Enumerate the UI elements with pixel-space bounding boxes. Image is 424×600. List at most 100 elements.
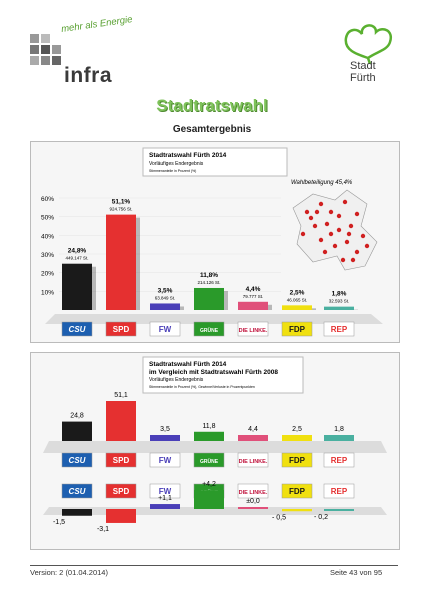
map-dot <box>314 209 320 215</box>
map-dot <box>318 237 324 243</box>
bar <box>62 421 92 441</box>
change-bar <box>282 509 312 512</box>
map-dot <box>328 209 334 215</box>
count-label: 63.849 St. <box>155 295 176 300</box>
party-logo-change-box <box>61 483 93 499</box>
map-dot <box>324 221 330 227</box>
count-label: 32.593 St. <box>329 299 350 304</box>
y-tick-label: 20% <box>41 271 54 278</box>
bar <box>106 214 136 310</box>
chart-subtitle: Vorläufiges Endergebnis <box>149 161 204 167</box>
data-label: 4,4% <box>246 286 261 293</box>
party-logo-box <box>193 452 225 468</box>
change-label: +1,1 <box>158 495 172 502</box>
data-label: 11,8% <box>200 272 218 279</box>
map-dot <box>346 231 352 237</box>
chart-note: Stimmenanteile in Prozent (%), Gewinne/V… <box>149 385 255 389</box>
data-label: 2,5% <box>290 289 305 296</box>
turnout-label: Wahlbeteiligung 45,4% <box>291 180 353 186</box>
change-bar <box>106 509 136 523</box>
party-logo-text: CSU <box>69 325 86 334</box>
change-bar <box>324 509 354 511</box>
data-label: 2,5 <box>292 426 302 433</box>
bar <box>150 435 180 441</box>
change-bar <box>150 504 180 509</box>
y-tick-label: 60% <box>41 196 54 203</box>
bar <box>150 303 180 310</box>
party-logo-text: GRÜNE <box>200 458 219 465</box>
party-logo-text: REP <box>331 456 348 465</box>
data-label: 4,4 <box>248 426 258 433</box>
map-dot <box>364 243 370 249</box>
y-tick-label: 40% <box>41 233 54 240</box>
party-logo-change-text: FDP <box>289 487 306 496</box>
change-bar <box>62 509 92 516</box>
change-label: -3,1 <box>97 526 109 533</box>
party-logo-text: DIE LINKE. <box>239 459 268 465</box>
city-line-1: Stadt <box>350 60 376 72</box>
count-label: 214.126 St. <box>197 280 220 285</box>
bar-shadow <box>312 308 316 310</box>
count-label: 924.756 St. <box>109 207 132 212</box>
chart-title-box <box>142 147 288 177</box>
y-tick-label: 30% <box>41 252 54 259</box>
bar <box>282 435 312 441</box>
map-dot <box>312 223 318 229</box>
data-label: 51,1% <box>112 199 131 206</box>
map-dot <box>342 199 348 205</box>
data-label: 1,8% <box>332 291 347 298</box>
y-tick-label: 50% <box>41 215 54 222</box>
party-logo-box <box>105 321 137 337</box>
city-logo-text: Stadt Fürth <box>350 60 376 84</box>
party-logo-box <box>61 452 93 468</box>
map-dot <box>360 233 366 239</box>
data-label: 24,8% <box>68 248 87 255</box>
change-label: -1,5 <box>53 519 65 526</box>
party-logo-box <box>61 321 93 337</box>
chart-title-box <box>142 356 304 394</box>
bar-shadow <box>224 290 228 310</box>
map-dot <box>344 239 350 245</box>
party-logo-change-box <box>281 483 313 499</box>
chart-floor <box>43 441 387 453</box>
map-dot <box>350 257 356 263</box>
party-logo-change-box <box>149 483 181 499</box>
party-logo-text: REP <box>331 325 348 334</box>
chart-note: Stimmenanteile in Prozent (%) <box>149 169 196 173</box>
y-tick-label: 10% <box>41 289 54 296</box>
party-logo-box <box>281 452 313 468</box>
data-label: 11,8 <box>202 423 215 430</box>
map-dot <box>340 257 346 263</box>
count-label: 79.777 St. <box>243 294 264 299</box>
tagline: mehr als Energie <box>60 14 134 36</box>
bar <box>324 306 354 310</box>
bar-shadow <box>92 266 96 310</box>
bar <box>238 435 268 441</box>
chart-subtitle-2: Vorläufiges Endergebnis <box>149 377 204 383</box>
data-label: 1,8 <box>334 426 344 433</box>
clover-icon <box>344 24 393 64</box>
change-label: +4,2 <box>202 481 216 488</box>
footer-page-number: Seite 43 von 95 <box>330 568 383 577</box>
map-dot <box>308 215 314 221</box>
map-dot <box>328 231 334 237</box>
data-label: 3,5% <box>158 287 173 294</box>
party-logo-text: FW <box>159 325 172 334</box>
bar-shadow <box>180 306 184 310</box>
party-logo-change-text: FW <box>159 487 172 496</box>
bar <box>62 263 92 310</box>
party-logo-box <box>323 321 355 337</box>
party-logo-box <box>105 452 137 468</box>
chart-title: Stadtratswahl Fürth 2014 <box>149 361 227 368</box>
party-logo-text: DIE LINKE. <box>239 328 268 334</box>
change-label: ±0,0 <box>246 498 260 505</box>
page-title: Stadtratswahl <box>156 96 268 115</box>
data-label: 51,1 <box>114 392 128 399</box>
map-dot <box>304 209 310 215</box>
change-label: - 0,2 <box>314 514 328 521</box>
party-logo-box <box>149 452 181 468</box>
change-bar <box>194 490 224 509</box>
party-logo-text: SPD <box>113 456 130 465</box>
party-logo-text: GRÜNE <box>200 327 219 334</box>
